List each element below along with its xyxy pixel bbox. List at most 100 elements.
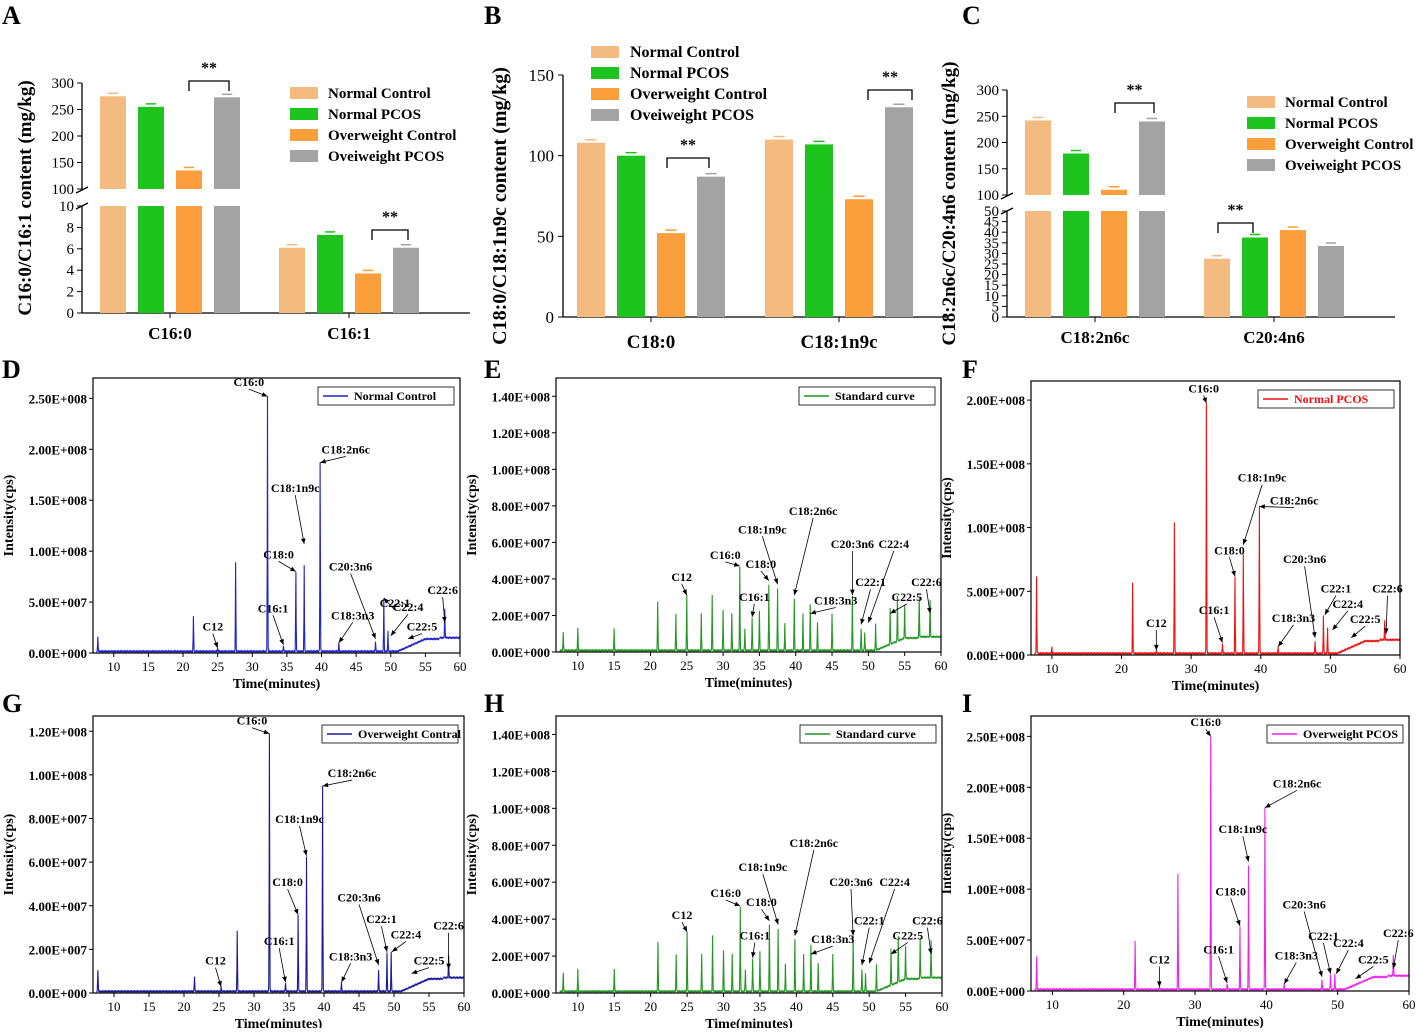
bar-C18:0-2 <box>657 233 685 317</box>
y-tick-label: 40 <box>984 225 999 241</box>
legend-swatch-1 <box>591 67 619 79</box>
legend-box <box>317 386 455 406</box>
annotation-arrowhead <box>383 598 390 604</box>
x-tick-label: 30 <box>1185 661 1198 676</box>
annotation-arrowhead <box>1202 397 1207 404</box>
bar-C16:0-1-lower <box>138 206 164 313</box>
peak-label-C18:0: C18:0 <box>746 557 777 571</box>
peak-label-C18:3n3: C18:3n3 <box>811 932 854 946</box>
annotation-arrowhead <box>810 949 817 955</box>
peak-label-C16:1: C16:1 <box>739 928 770 942</box>
legend-label-0: Normal Control <box>328 86 431 102</box>
annotation-arrowhead <box>850 589 855 596</box>
y-tick-label: 6.00E+007 <box>492 875 551 890</box>
x-tick-label: 45 <box>826 658 839 673</box>
peak-label-C16:1: C16:1 <box>264 934 295 948</box>
peak-label-C16:1: C16:1 <box>739 590 770 604</box>
annotation-arrow <box>278 947 286 983</box>
legend-swatch-2 <box>591 88 619 100</box>
peak-label-C18:2n6c: C18:2n6c <box>789 504 838 518</box>
annotation-arrowhead <box>1355 973 1362 979</box>
peak-label-C22:5: C22:5 <box>1350 612 1381 626</box>
annotation-arrowhead <box>1311 631 1317 638</box>
annotation-arrowhead <box>341 976 346 983</box>
sig-A-2-bracket <box>371 229 409 240</box>
bar-C16:0-3 <box>214 97 240 189</box>
x-tick-label: 20 <box>1117 997 1130 1012</box>
legend-swatch-3 <box>1247 159 1275 171</box>
annotation-arrowhead <box>868 616 873 623</box>
y-tick-label: 2 <box>67 285 75 301</box>
annotation-arrow <box>1303 911 1323 977</box>
x-tick-label: 20 <box>644 999 657 1014</box>
bar-C20:4n6-2 <box>1280 230 1306 317</box>
peak-label-C22:6: C22:6 <box>427 583 458 597</box>
y-axis-title: Intensity(cps) <box>940 477 955 559</box>
y-tick-label: 200 <box>977 136 1000 152</box>
peak-label-C16:0: C16:0 <box>710 886 741 900</box>
peak-label-C20:3n6: C20:3n6 <box>329 560 372 574</box>
bar-C16:0-2 <box>176 170 202 189</box>
x-axis-title: Time(minutes) <box>705 676 793 691</box>
x-tick-label: 50 <box>384 659 397 674</box>
y-axis-title: Intensity(cps) <box>465 474 480 556</box>
x-tick-label: 20 <box>178 999 191 1014</box>
peak-label-C22:5: C22:5 <box>414 954 445 968</box>
annotation-arrow <box>1304 566 1316 638</box>
peak-label-C18:0: C18:0 <box>272 875 303 889</box>
x-tick-label: 35 <box>753 999 766 1014</box>
bar-C16:1-1 <box>317 234 343 313</box>
bar-C18:2n6c-3-lower <box>1139 211 1165 317</box>
x-tick-label: 60 <box>458 999 471 1014</box>
annotation-arrowhead <box>764 914 770 921</box>
bar-C18:2n6c-0-lower <box>1025 211 1051 317</box>
annotation-arrowhead <box>408 634 415 640</box>
x-tick-label: 50 <box>863 999 876 1014</box>
peak-label-C12: C12 <box>671 570 692 584</box>
plot-frame <box>1030 380 1401 656</box>
x-axis-title: Time(minutes) <box>705 1017 793 1028</box>
x-tick-label: 55 <box>419 659 432 674</box>
annotation-arrowhead <box>682 589 687 596</box>
x-tick-label: 50 <box>1331 997 1344 1012</box>
annotation-arrow <box>1259 506 1295 509</box>
peak-label-C20:3n6: C20:3n6 <box>829 875 872 889</box>
legend-label-2: Overweight Control <box>328 128 456 144</box>
trace-line <box>96 733 465 994</box>
x-axis-title: Time(minutes) <box>235 1017 323 1028</box>
annotation-arrowhead <box>1332 624 1338 631</box>
sig-A-2-label: ** <box>382 209 398 226</box>
x-tick-label: 60 <box>936 999 949 1014</box>
legend-swatch-3 <box>290 150 318 162</box>
x-tick-label: 45 <box>350 659 363 674</box>
annotation-arrow <box>794 850 815 936</box>
y-tick-label: 1.20E+008 <box>492 764 551 779</box>
y-tick-label: 35 <box>984 236 999 252</box>
panel-letter-H: H <box>484 689 504 718</box>
legend-swatch-2 <box>1247 138 1275 150</box>
legend-swatch-3 <box>591 109 619 121</box>
peak-label-C18:3n3: C18:3n3 <box>1272 611 1315 625</box>
peak-label-C16:0: C16:0 <box>1188 381 1219 395</box>
legend-box <box>321 724 459 744</box>
x-tick-label: 40 <box>315 659 328 674</box>
peak-label-C22:5: C22:5 <box>892 928 923 942</box>
y-tick-label: 5.00E+007 <box>967 933 1026 948</box>
y-tick-label: 8 <box>67 220 75 236</box>
peak-label-C20:3n6: C20:3n6 <box>337 890 380 904</box>
y-tick-label: 8.00E+007 <box>29 812 88 827</box>
annotation-arrowhead <box>302 849 308 856</box>
y-tick-label: 45 <box>984 215 999 231</box>
legend-swatch-2 <box>290 129 318 141</box>
bar-C16:0-0 <box>100 96 126 189</box>
peak-label-C18:3n3: C18:3n3 <box>1275 948 1318 962</box>
annotation-arrowhead <box>1245 855 1250 862</box>
annotation-arrowhead <box>860 959 866 966</box>
y-tick-label: 0.00E+000 <box>492 986 550 1001</box>
legend-swatch-1 <box>1247 117 1275 129</box>
chart-E: 10 15 20 25 30 35 40 45 50 55 60 0.00E+000 2.00E+007… <box>465 377 948 691</box>
annotation-arrowhead <box>217 980 222 987</box>
y-tick-label: 2.00E+008 <box>29 442 88 457</box>
legend-box <box>1257 389 1395 409</box>
